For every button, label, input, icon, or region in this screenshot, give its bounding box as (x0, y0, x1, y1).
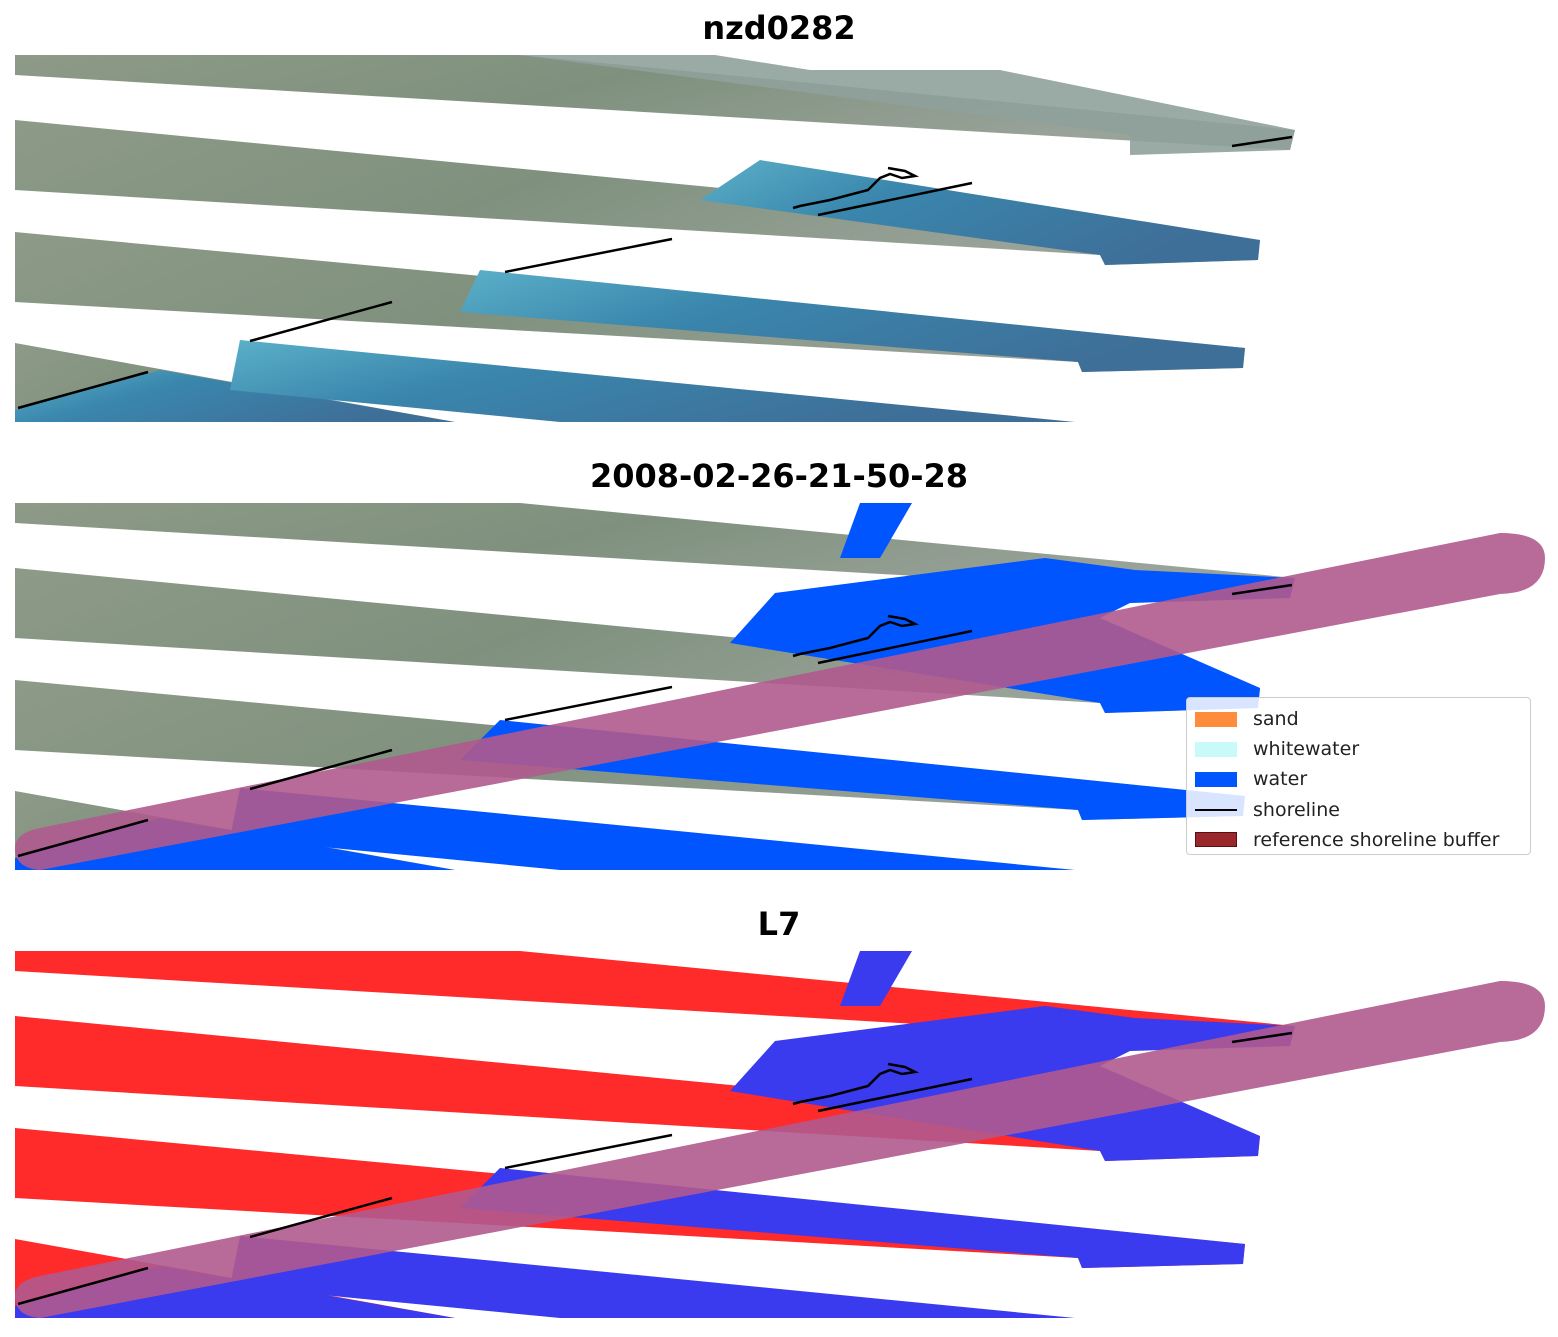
index-image (15, 951, 1545, 1318)
reference-shoreline-buffer (15, 981, 1545, 1318)
shoreline-lines (17, 1031, 1293, 1306)
image-strips (15, 55, 1295, 422)
legend-item-whitewater: whitewater (1195, 734, 1522, 764)
reference-shoreline-buffer (15, 533, 1545, 870)
legend-item-water: water (1195, 764, 1522, 794)
legend-label-sand: sand (1253, 708, 1299, 731)
legend-item-shoreline: shoreline (1195, 795, 1522, 825)
legend-swatch-whitewater (1195, 741, 1237, 757)
shoreline-lines (17, 583, 1293, 858)
rgb-satellite-image (15, 55, 1295, 422)
legend-label-shoreline: shoreline (1253, 798, 1340, 821)
legend-item-reference-buffer: reference shoreline buffer (1195, 825, 1522, 855)
legend-swatch-shoreline (1195, 808, 1237, 811)
legend-item-sand: sand (1195, 704, 1522, 734)
legend-swatch-reference-buffer (1195, 832, 1237, 848)
legend-label-whitewater: whitewater (1253, 738, 1360, 761)
legend: sand whitewater water shoreline referenc… (1186, 697, 1531, 855)
legend-label-reference-buffer: reference shoreline buffer (1253, 828, 1500, 851)
classified-image (15, 503, 1545, 870)
panel-title-index: L7 (757, 905, 801, 943)
legend-swatch-water (1195, 771, 1237, 787)
shoreline-lines (17, 135, 1293, 410)
legend-label-water: water (1253, 768, 1308, 791)
panel-title-rgb: nzd0282 (702, 9, 856, 47)
panel-title-classification: 2008-02-26-21-50-28 (589, 457, 969, 495)
legend-swatch-sand (1195, 711, 1237, 727)
